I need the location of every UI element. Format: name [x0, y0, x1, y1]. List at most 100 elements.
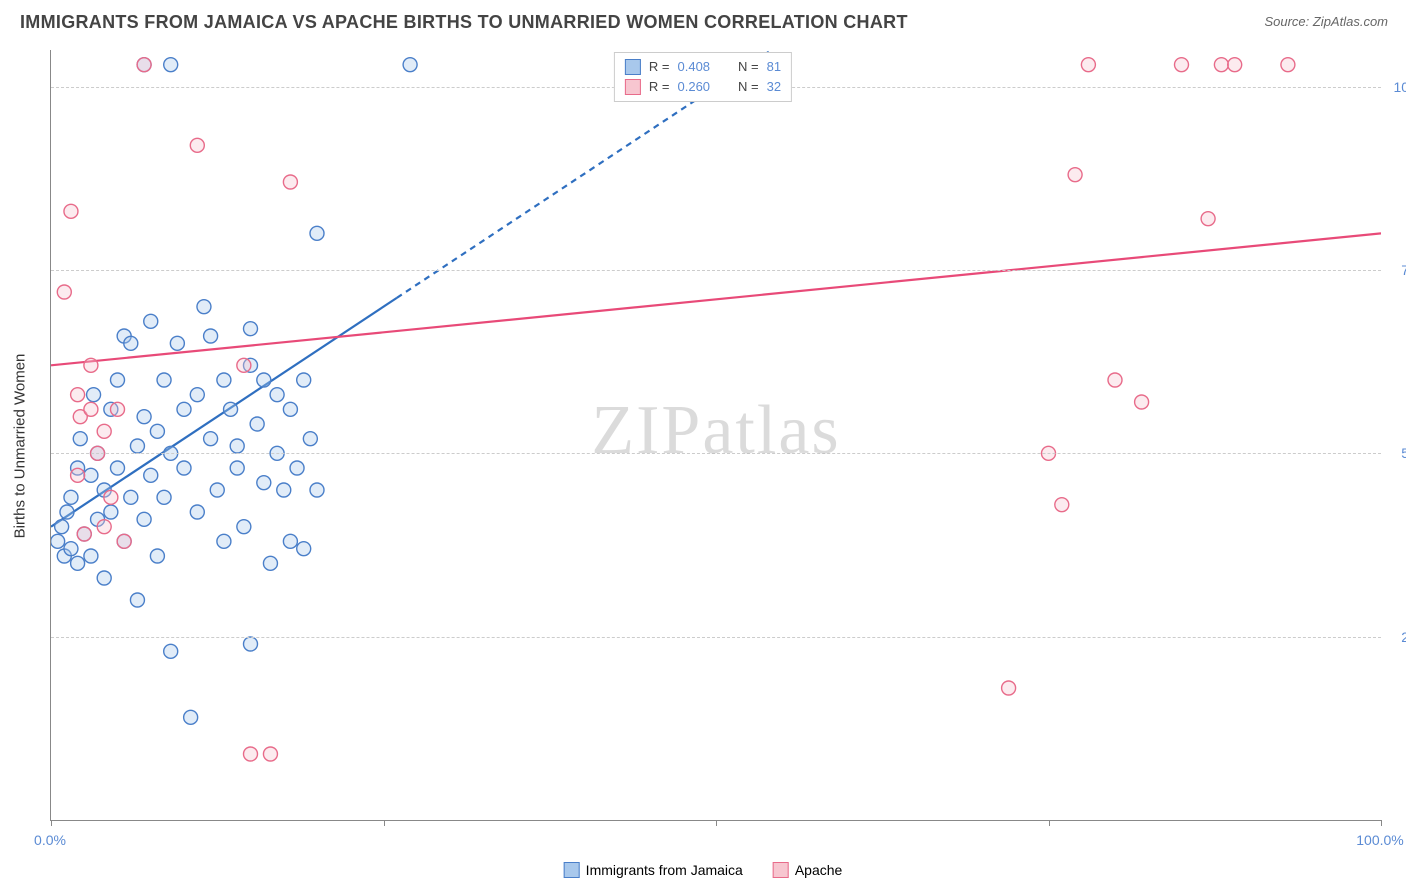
y-tick-label: 75.0%	[1401, 262, 1406, 278]
data-point	[210, 483, 224, 497]
data-point	[310, 226, 324, 240]
correlation-legend: R = 0.408 N = 81 R = 0.260 N = 32	[614, 52, 792, 102]
swatch-series2	[625, 79, 641, 95]
data-point	[283, 175, 297, 189]
data-point	[177, 402, 191, 416]
data-point	[270, 388, 284, 402]
data-point	[157, 490, 171, 504]
legend-row-series1: R = 0.408 N = 81	[625, 57, 781, 77]
series-legend: Immigrants from Jamaica Apache	[564, 862, 843, 878]
data-point	[230, 439, 244, 453]
data-point	[130, 593, 144, 607]
data-point	[290, 461, 304, 475]
data-point	[1281, 58, 1295, 72]
data-point	[77, 527, 91, 541]
data-point	[84, 549, 98, 563]
x-tick	[1049, 820, 1050, 826]
data-point	[144, 468, 158, 482]
legend-row-series2: R = 0.260 N = 32	[625, 77, 781, 97]
data-point	[84, 358, 98, 372]
data-point	[244, 747, 258, 761]
x-tick	[716, 820, 717, 826]
data-point	[177, 461, 191, 475]
data-point	[250, 417, 264, 431]
data-point	[297, 373, 311, 387]
data-point	[217, 534, 231, 548]
data-point	[73, 432, 87, 446]
data-point	[1175, 58, 1189, 72]
legend-label-series1: Immigrants from Jamaica	[586, 862, 743, 878]
data-point	[117, 534, 131, 548]
swatch-series1	[625, 59, 641, 75]
data-point	[137, 512, 151, 526]
data-point	[84, 468, 98, 482]
data-point	[64, 490, 78, 504]
data-point	[164, 644, 178, 658]
swatch-series2	[773, 862, 789, 878]
data-point	[1055, 498, 1069, 512]
data-point	[263, 747, 277, 761]
data-point	[124, 336, 138, 350]
data-point	[403, 58, 417, 72]
data-point	[71, 468, 85, 482]
data-point	[190, 138, 204, 152]
legend-item-series2: Apache	[773, 862, 842, 878]
data-point	[277, 483, 291, 497]
data-point	[283, 402, 297, 416]
data-point	[257, 373, 271, 387]
x-tick-label: 100.0%	[1356, 832, 1403, 848]
data-point	[190, 505, 204, 519]
legend-label-series2: Apache	[795, 862, 842, 878]
data-point	[97, 520, 111, 534]
data-point	[150, 549, 164, 563]
data-point	[130, 439, 144, 453]
data-point	[111, 402, 125, 416]
y-tick-label: 50.0%	[1401, 445, 1406, 461]
x-tick-label: 0.0%	[34, 832, 66, 848]
source-attribution: Source: ZipAtlas.com	[1264, 14, 1388, 29]
data-point	[71, 388, 85, 402]
data-point	[283, 534, 297, 548]
data-point	[137, 58, 151, 72]
data-point	[1228, 58, 1242, 72]
x-tick	[1381, 820, 1382, 826]
data-point	[184, 710, 198, 724]
gridline	[51, 270, 1381, 271]
data-point	[1002, 681, 1016, 695]
x-tick	[51, 820, 52, 826]
data-point	[237, 358, 251, 372]
gridline	[51, 453, 1381, 454]
data-point	[1068, 168, 1082, 182]
data-point	[71, 556, 85, 570]
data-point	[164, 58, 178, 72]
data-point	[55, 520, 69, 534]
data-point	[124, 490, 138, 504]
scatter-svg	[51, 50, 1381, 820]
y-tick-label: 25.0%	[1401, 629, 1406, 645]
r-value-series1: 0.408	[677, 57, 710, 77]
data-point	[237, 520, 251, 534]
data-point	[190, 388, 204, 402]
data-point	[60, 505, 74, 519]
chart-title: IMMIGRANTS FROM JAMAICA VS APACHE BIRTHS…	[20, 12, 908, 33]
data-point	[157, 373, 171, 387]
r-label: R =	[649, 77, 670, 97]
data-point	[144, 314, 158, 328]
data-point	[170, 336, 184, 350]
data-point	[1135, 395, 1149, 409]
data-point	[57, 285, 71, 299]
data-point	[204, 329, 218, 343]
data-point	[97, 424, 111, 438]
data-point	[137, 410, 151, 424]
data-point	[104, 505, 118, 519]
data-point	[104, 490, 118, 504]
data-point	[204, 432, 218, 446]
data-point	[257, 476, 271, 490]
plot-area: ZIPatlas 25.0%50.0%75.0%100.0%	[50, 50, 1381, 821]
data-point	[197, 300, 211, 314]
data-point	[230, 461, 244, 475]
y-tick-label: 100.0%	[1394, 79, 1406, 95]
trend-line	[51, 233, 1381, 365]
data-point	[97, 571, 111, 585]
data-point	[1214, 58, 1228, 72]
